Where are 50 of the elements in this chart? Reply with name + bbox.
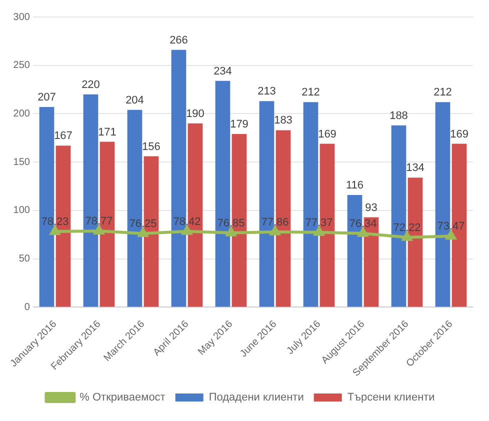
y-tick-label: 250 <box>13 60 30 72</box>
data-label: 156 <box>142 140 160 153</box>
data-label: 183 <box>274 114 292 127</box>
data-label: 78.77 <box>85 216 113 228</box>
y-tick-label: 50 <box>18 254 30 265</box>
y-tick-label: 150 <box>13 156 30 168</box>
y-tick-label: 200 <box>13 108 30 120</box>
y-tick-label: 0 <box>24 302 30 313</box>
data-label: 93 <box>365 202 378 214</box>
point <box>50 226 60 236</box>
data-label: 212 <box>302 86 320 99</box>
point <box>226 227 236 236</box>
point <box>270 226 280 236</box>
data-label: 169 <box>318 128 336 140</box>
data-label: 78.42 <box>173 216 201 228</box>
legend-label: Подадени клиенти <box>208 392 304 404</box>
data-label: 266 <box>170 34 188 46</box>
data-label: 76.34 <box>349 218 377 230</box>
data-label: 179 <box>230 118 248 131</box>
point <box>182 226 192 235</box>
point <box>314 226 324 236</box>
data-label: 212 <box>434 86 452 99</box>
legend-label: % Откриваемост <box>80 392 166 404</box>
data-label: 76.25 <box>129 218 157 230</box>
data-label: 169 <box>450 128 468 140</box>
y-tick-label: 300 <box>13 12 30 23</box>
data-label: 207 <box>38 92 56 104</box>
data-label: 77.86 <box>261 216 289 228</box>
data-label: 72.22 <box>393 222 421 234</box>
data-label: 77.37 <box>305 216 333 229</box>
point <box>94 226 104 235</box>
data-label: 190 <box>186 108 204 120</box>
y-tick-label: 100 <box>13 205 30 216</box>
data-label: 78.23 <box>41 216 69 228</box>
data-label: 220 <box>82 78 100 91</box>
legend-label: Търсени клиенти <box>347 392 435 404</box>
data-label: 116 <box>346 180 364 192</box>
data-label: 234 <box>214 65 232 78</box>
data-label: 204 <box>126 94 144 106</box>
data-label: 171 <box>98 126 116 138</box>
data-label: 73.47 <box>437 220 465 233</box>
point <box>138 228 148 237</box>
point <box>446 230 456 240</box>
data-label: 134 <box>406 162 424 174</box>
data-label: 188 <box>390 110 408 122</box>
point <box>358 228 368 237</box>
point <box>402 232 412 241</box>
data-label: 213 <box>258 86 276 98</box>
data-label: 76.85 <box>217 217 245 230</box>
data-label: 167 <box>54 130 72 142</box>
